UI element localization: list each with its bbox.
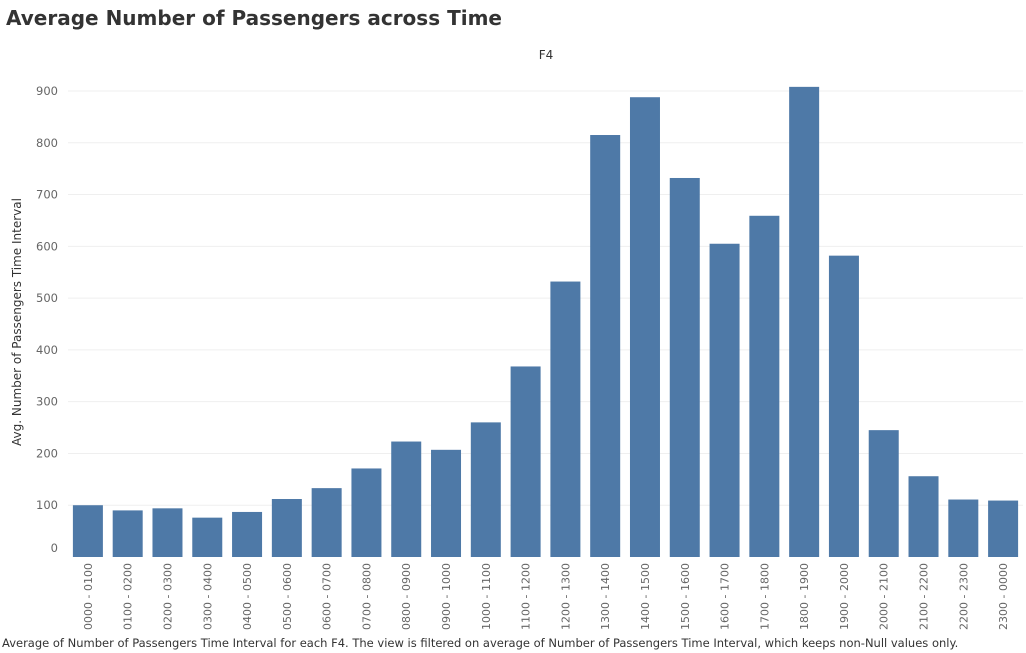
bar bbox=[988, 500, 1019, 557]
y-tick-label: 900 bbox=[36, 84, 58, 98]
x-tick-label: 1900 - 2000 bbox=[838, 563, 851, 630]
x-tick-label: 1100 - 1200 bbox=[520, 563, 533, 630]
y-tick-label: 0 bbox=[51, 541, 58, 555]
bar bbox=[112, 510, 143, 557]
bar bbox=[828, 255, 859, 558]
x-tick-label: 0700 - 0800 bbox=[360, 563, 373, 630]
y-axis-ticks: 0 100 200 300 400 500 600 700 800 900 bbox=[36, 84, 58, 555]
bar bbox=[709, 243, 740, 557]
y-tick-label: 300 bbox=[36, 395, 58, 409]
footnote: Average of Number of Passengers Time Int… bbox=[2, 636, 959, 650]
y-tick-label: 600 bbox=[36, 239, 58, 253]
bars bbox=[72, 86, 1019, 558]
bar bbox=[391, 441, 422, 557]
bar bbox=[948, 499, 979, 557]
x-tick-label: 2200 - 2300 bbox=[957, 563, 970, 630]
x-tick-label: 2000 - 2100 bbox=[878, 563, 891, 630]
y-tick-label: 100 bbox=[36, 498, 58, 512]
bar bbox=[72, 505, 103, 557]
bar bbox=[152, 508, 183, 557]
bar bbox=[232, 511, 263, 557]
chart-title: Average Number of Passengers across Time bbox=[6, 6, 502, 30]
x-tick-label: 1300 - 1400 bbox=[599, 563, 612, 630]
bar bbox=[550, 281, 581, 557]
x-axis-ticks: 0000 - 0100 0100 - 0200 0200 - 0300 0300 - … bbox=[82, 563, 1010, 630]
y-tick-label: 400 bbox=[36, 343, 58, 357]
bar bbox=[271, 499, 302, 557]
x-tick-label: 1700 - 1800 bbox=[758, 563, 771, 630]
x-tick-label: 2100 - 2200 bbox=[918, 563, 931, 630]
bar bbox=[868, 430, 899, 557]
y-tick-label: 700 bbox=[36, 188, 58, 202]
x-tick-label: 0400 - 0500 bbox=[241, 563, 254, 630]
y-tick-label: 200 bbox=[36, 446, 58, 460]
x-tick-label: 0600 - 0700 bbox=[321, 563, 334, 630]
x-tick-label: 1200 - 1300 bbox=[559, 563, 572, 630]
bar bbox=[470, 422, 501, 557]
y-tick-label: 800 bbox=[36, 136, 58, 150]
y-tick-label: 500 bbox=[36, 291, 58, 305]
x-tick-label: 0200 - 0300 bbox=[161, 563, 174, 630]
bar-chart: F4 Avg. Number of Passengers Time Interv… bbox=[10, 48, 1023, 630]
bar bbox=[669, 177, 700, 557]
x-tick-label: 1600 - 1700 bbox=[719, 563, 732, 630]
x-tick-label: 0800 - 0900 bbox=[400, 563, 413, 630]
x-tick-label: 1400 - 1500 bbox=[639, 563, 652, 630]
panel-title: F4 bbox=[539, 48, 554, 62]
x-tick-label: 1000 - 1100 bbox=[480, 563, 493, 630]
bar bbox=[351, 468, 382, 557]
x-tick-label: 2300 - 0000 bbox=[997, 563, 1010, 630]
x-tick-label: 1800 - 1900 bbox=[798, 563, 811, 630]
grid-lines bbox=[68, 90, 1023, 506]
x-tick-label: 1500 - 1600 bbox=[679, 563, 692, 630]
y-axis-label: Avg. Number of Passengers Time Interval bbox=[10, 198, 24, 446]
x-tick-label: 0900 - 1000 bbox=[440, 563, 453, 630]
bar bbox=[749, 215, 780, 558]
bar bbox=[590, 135, 621, 557]
x-tick-label: 0500 - 0600 bbox=[281, 563, 294, 630]
bar bbox=[510, 366, 541, 557]
bar bbox=[192, 517, 223, 557]
bar bbox=[789, 86, 820, 557]
bar bbox=[629, 97, 660, 558]
bar bbox=[311, 488, 342, 557]
x-tick-label: 0000 - 0100 bbox=[82, 563, 95, 630]
x-tick-label: 0300 - 0400 bbox=[201, 563, 214, 630]
x-tick-label: 0100 - 0200 bbox=[122, 563, 135, 630]
bar bbox=[908, 476, 939, 557]
bar bbox=[431, 449, 462, 557]
